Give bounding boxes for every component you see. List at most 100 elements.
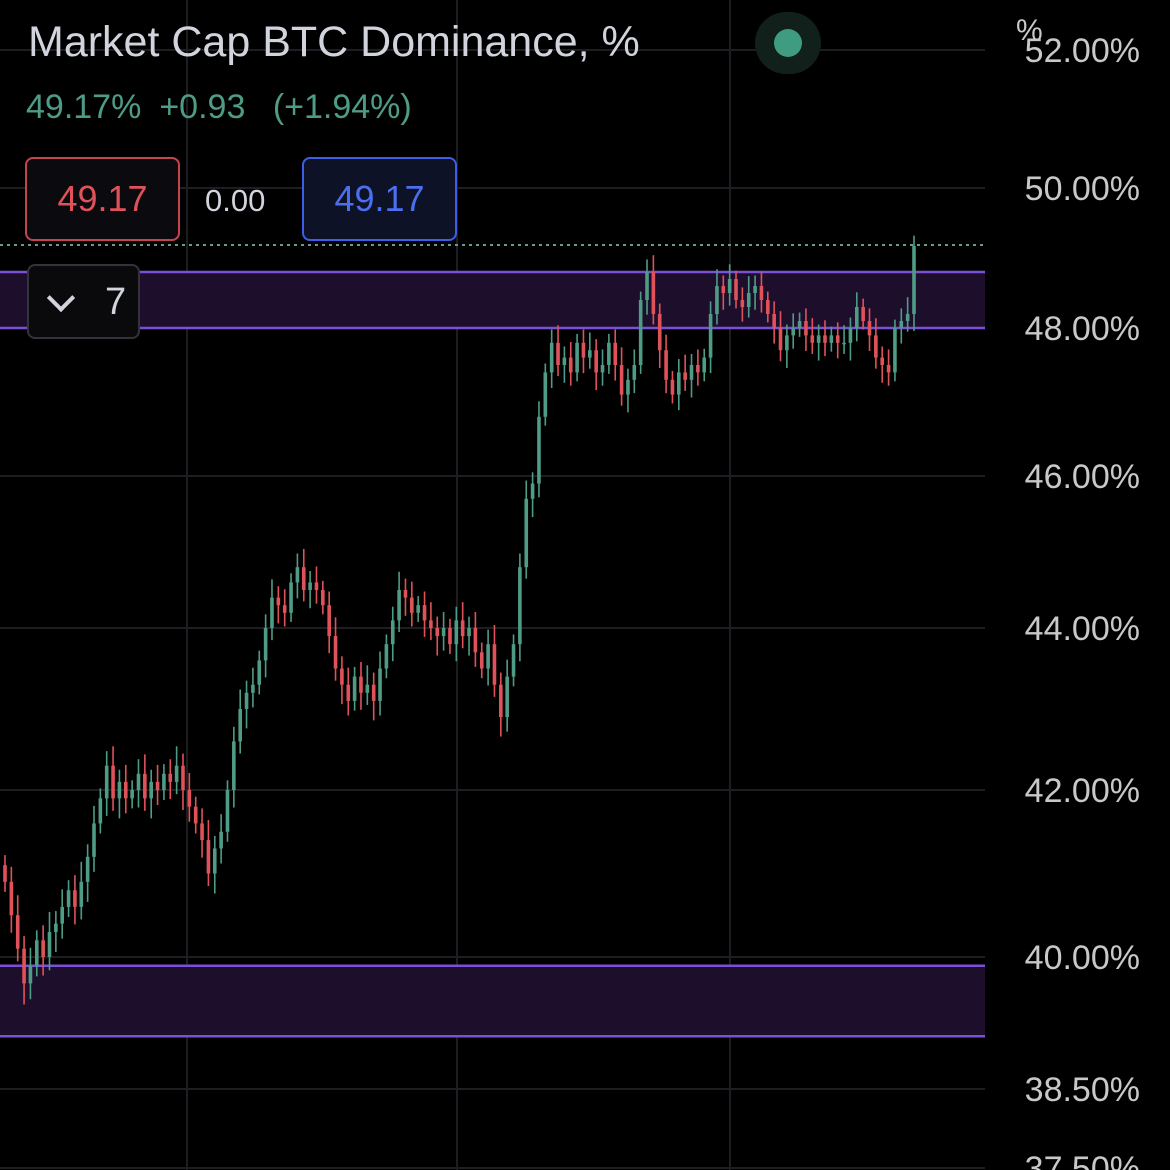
- candle: [162, 764, 166, 801]
- candle: [575, 333, 579, 382]
- candle: [422, 591, 427, 637]
- candle: [130, 780, 134, 809]
- candle-body: [829, 335, 834, 343]
- candle-body: [613, 342, 618, 365]
- candle-body: [499, 684, 503, 718]
- candle: [340, 656, 344, 705]
- candle-body: [810, 335, 815, 343]
- candle: [848, 317, 853, 361]
- candle-body: [410, 597, 414, 613]
- candle-body: [181, 765, 185, 790]
- candle: [104, 751, 109, 816]
- market-status-indicator[interactable]: [755, 12, 821, 74]
- candle: [454, 606, 459, 662]
- candle: [905, 297, 910, 332]
- candle-body: [187, 790, 192, 807]
- indicators-toggle-button[interactable]: 7: [27, 264, 140, 339]
- candle-body: [92, 823, 96, 857]
- candle: [149, 769, 154, 819]
- candle: [696, 349, 700, 386]
- candle: [34, 930, 39, 977]
- candle: [677, 359, 681, 411]
- candle: [823, 320, 827, 357]
- candle-body: [98, 798, 103, 824]
- candle-body: [721, 286, 726, 293]
- candle: [816, 324, 821, 361]
- candle-body: [263, 628, 268, 661]
- buy-button[interactable]: 49.17: [302, 157, 457, 241]
- candle-body: [683, 372, 687, 380]
- candle: [41, 925, 45, 976]
- sell-button[interactable]: 49.17: [25, 157, 180, 241]
- candle-body: [899, 321, 904, 328]
- candle: [479, 642, 484, 679]
- candle-body: [193, 806, 198, 824]
- candle: [861, 298, 865, 330]
- support-resistance-zones: [0, 270, 985, 1038]
- candle-body: [651, 272, 656, 314]
- candle-body: [740, 300, 745, 307]
- candle-body: [518, 567, 522, 645]
- candle: [543, 363, 548, 426]
- candle: [778, 311, 783, 362]
- candle: [85, 844, 90, 902]
- candle: [289, 573, 293, 622]
- candle: [893, 319, 897, 382]
- candle-body: [422, 605, 427, 621]
- candle: [168, 759, 173, 800]
- candle: [613, 329, 618, 381]
- candle: [505, 659, 509, 732]
- candle-body: [238, 709, 242, 742]
- candle-body: [225, 790, 230, 832]
- candle: [15, 895, 20, 962]
- candle: [187, 772, 192, 822]
- candle: [359, 662, 363, 710]
- candle: [492, 624, 497, 697]
- candle-body: [791, 328, 796, 336]
- zone-band: [0, 965, 985, 1037]
- candle-body: [251, 684, 255, 693]
- candle: [740, 287, 745, 322]
- candle: [378, 651, 382, 716]
- indicators-count: 7: [105, 281, 127, 323]
- candle-body: [282, 605, 287, 613]
- candle: [123, 764, 128, 814]
- candle: [867, 308, 872, 351]
- candle: [607, 333, 611, 374]
- price-axis[interactable]: 52.00% 50.00% 48.00% 46.00% 44.00% 42.00% 40.0…: [1025, 32, 1140, 1170]
- candle: [28, 947, 33, 1000]
- candle-body: [41, 940, 45, 957]
- candle: [251, 667, 255, 708]
- candle-body: [22, 948, 26, 984]
- candle-body: [270, 597, 274, 628]
- candle-body: [785, 335, 789, 351]
- candle-body: [15, 915, 20, 949]
- candle: [352, 666, 357, 711]
- candle-body: [880, 357, 885, 365]
- candle-body: [765, 300, 770, 314]
- candle-body: [562, 357, 567, 365]
- candle-body: [638, 300, 643, 365]
- candle: [73, 875, 77, 925]
- candle: [600, 349, 605, 386]
- candle: [219, 814, 223, 864]
- y-tick-label: 42.00%: [1025, 772, 1140, 810]
- candle-body: [143, 773, 147, 799]
- candle-body: [371, 684, 376, 701]
- candle: [562, 346, 567, 383]
- candle-body: [168, 773, 173, 782]
- candle-body: [645, 272, 649, 300]
- symbol-title[interactable]: Market Cap BTC Dominance, %: [28, 18, 640, 66]
- candle: [511, 634, 516, 687]
- candle: [301, 548, 306, 602]
- candle: [524, 480, 529, 579]
- candle-body: [321, 590, 325, 606]
- candle-body: [79, 881, 84, 907]
- candle-body: [861, 307, 865, 321]
- candle: [556, 325, 560, 377]
- candle-body: [346, 684, 351, 701]
- candle: [874, 318, 878, 369]
- candle-body: [73, 890, 77, 907]
- candle-body: [594, 350, 598, 373]
